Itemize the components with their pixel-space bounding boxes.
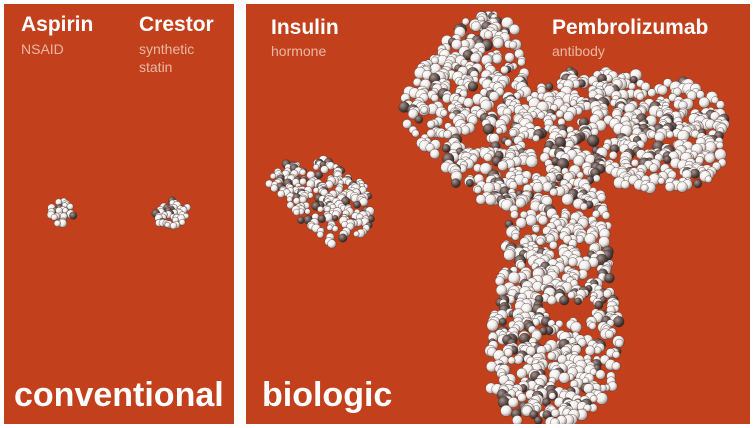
aspirin-subtitle: NSAID <box>21 41 64 57</box>
conventional-category-label: conventional <box>14 376 224 414</box>
pembrolizumab-antibody-molecule <box>398 10 730 424</box>
crestor-molecule <box>151 196 191 230</box>
aspirin-name: Aspirin <box>21 13 94 36</box>
biologic-category-label: biologic <box>262 376 393 414</box>
insulin-subtitle: hormone <box>271 43 327 59</box>
aspirin-molecule <box>46 197 78 228</box>
pembrolizumab-subtitle: antibody <box>552 43 605 59</box>
insulin-name: Insulin <box>271 16 339 39</box>
biologic-panel: Insulin hormone Pembrolizumab antibody b… <box>246 4 750 424</box>
pembrolizumab-name: Pembrolizumab <box>552 16 709 39</box>
crestor-name: Crestor <box>139 13 214 36</box>
crestor-subtitle: synthetic statin <box>139 41 195 76</box>
conventional-panel: Aspirin NSAID Crestor synthetic statin c… <box>4 4 234 424</box>
insulin-molecule <box>265 155 375 249</box>
